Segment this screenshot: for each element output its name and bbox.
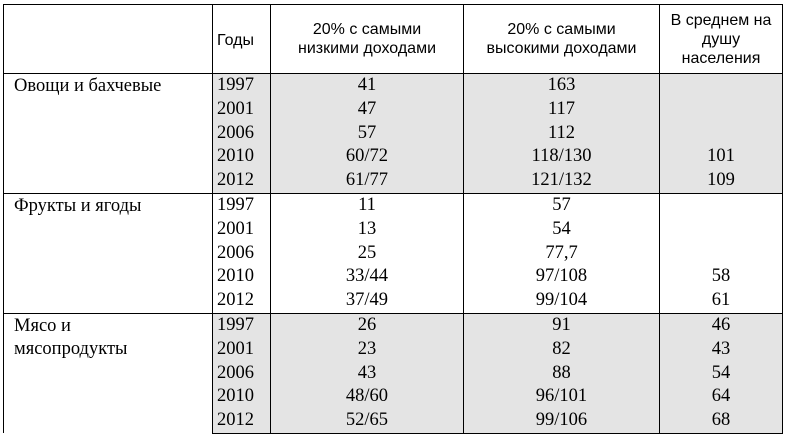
low-income-cell: 37/49 [270, 289, 464, 314]
low-income-cell: 60/72 [270, 145, 464, 170]
low-income-cell: 13 [270, 217, 464, 242]
table-row: 2001 47 117 [4, 97, 783, 122]
header-low-income-line2: низкими доходами [297, 40, 437, 57]
low-income-cell: 25 [270, 241, 464, 266]
low-income-cell: 41 [270, 72, 464, 98]
category-cell: Мясо и мясопродукты [3, 312, 213, 434]
header-average-line1: В среднем на [670, 11, 772, 29]
year-cell: 2010 [212, 385, 271, 410]
high-income-cell: 117 [463, 97, 660, 122]
table-row: 2006 25 77,7 [4, 241, 783, 266]
table-header-row: Годы 20% с самыми низкими доходами 20% с… [3, 4, 783, 74]
average-cell: 46 [659, 312, 783, 338]
year-cell: 2012 [212, 169, 271, 194]
header-high-income-line2: высокими доходами [486, 40, 637, 57]
high-income-cell: 77,7 [463, 241, 660, 266]
year-cell: 2006 [212, 361, 271, 386]
year-cell: 1997 [212, 72, 271, 98]
table-row: Мясо и мясопродукты 1997 26 91 46 [3, 312, 783, 434]
table-row: 2001 23 82 43 [4, 337, 783, 362]
year-cell: 2001 [212, 97, 271, 122]
table-row: 2010 48/60 96/101 64 [4, 385, 783, 410]
table-row: Овощи и бахчевые 1997 41 163 [3, 72, 783, 194]
consumption-table: Годы 20% с самыми низкими доходами 20% с… [3, 4, 783, 434]
table-row: 2006 57 112 [4, 121, 783, 146]
header-high-income: 20% с самыми высокими доходами [463, 4, 660, 74]
year-cell: 2010 [212, 145, 271, 170]
average-cell: 61 [659, 289, 783, 314]
category-label-line1: Овощи и бахчевые [14, 76, 162, 96]
high-income-cell: 118/130 [463, 145, 660, 170]
year-cell: 2010 [212, 265, 271, 290]
table-row: 2010 60/72 118/130 101 [4, 145, 783, 170]
header-low-income-line1: 20% с самыми [312, 21, 422, 38]
table-row: 2010 33/44 97/108 58 [4, 265, 783, 290]
year-cell: 1997 [212, 312, 271, 338]
table-row: Фрукты и ягоды 1997 11 57 [3, 192, 783, 314]
average-cell: 54 [659, 361, 783, 386]
high-income-cell: 96/101 [463, 385, 660, 410]
high-income-cell: 99/104 [463, 289, 660, 314]
category-label-line1: Фрукты и ягоды [14, 195, 142, 216]
low-income-cell: 52/65 [270, 409, 464, 434]
average-cell [659, 72, 783, 98]
average-cell: 109 [659, 169, 783, 194]
average-cell: 58 [659, 265, 783, 290]
high-income-cell: 57 [463, 192, 660, 218]
low-income-cell: 47 [270, 97, 464, 122]
header-high-income-line1: 20% с самыми [507, 21, 616, 38]
category-cell: Фрукты и ягоды [3, 192, 213, 314]
high-income-cell: 54 [463, 217, 660, 242]
consumption-table-wrapper: Годы 20% с самыми низкими доходами 20% с… [3, 4, 783, 434]
year-cell: 2001 [212, 217, 271, 242]
high-income-cell: 82 [463, 337, 660, 362]
average-cell [659, 192, 783, 218]
low-income-cell: 23 [270, 337, 464, 362]
year-cell: 2006 [212, 121, 271, 146]
average-cell [659, 217, 783, 242]
year-cell: 1997 [212, 192, 271, 218]
year-cell: 2012 [212, 289, 271, 314]
table-row: 2012 37/49 99/104 61 [4, 289, 783, 314]
average-cell: 64 [659, 385, 783, 410]
low-income-cell: 33/44 [270, 265, 464, 290]
low-income-cell: 57 [270, 121, 464, 146]
low-income-cell: 48/60 [270, 385, 464, 410]
header-years: Годы [212, 4, 271, 74]
table-row: 2006 43 88 54 [4, 361, 783, 386]
average-cell [659, 121, 783, 146]
year-cell: 2001 [212, 337, 271, 362]
low-income-cell: 26 [270, 312, 464, 338]
category-cell: Овощи и бахчевые [3, 73, 213, 194]
header-average-line3: населения [681, 49, 761, 67]
category-label-line2: мясопродукты [14, 338, 128, 359]
table-row: 2001 13 54 [4, 217, 783, 242]
high-income-cell: 112 [463, 121, 660, 146]
low-income-cell: 61/77 [270, 169, 464, 194]
header-average-per-capita: В среднем на душу населения [659, 4, 783, 74]
average-cell: 43 [659, 337, 783, 362]
low-income-cell: 43 [270, 361, 464, 386]
low-income-cell: 11 [270, 192, 464, 218]
high-income-cell: 88 [463, 361, 660, 386]
average-cell [659, 97, 783, 122]
header-low-income: 20% с самыми низкими доходами [270, 4, 464, 74]
year-cell: 2006 [212, 241, 271, 266]
high-income-cell: 91 [463, 312, 660, 338]
table-row: 2012 61/77 121/132 109 [4, 169, 783, 194]
high-income-cell: 121/132 [463, 169, 660, 194]
average-cell: 101 [659, 145, 783, 170]
high-income-cell: 163 [463, 72, 660, 98]
header-average-line2: душу [701, 30, 741, 48]
high-income-cell: 97/108 [463, 265, 660, 290]
average-cell [659, 241, 783, 266]
category-label-line1: Мясо и [14, 315, 71, 336]
header-category [3, 4, 213, 74]
